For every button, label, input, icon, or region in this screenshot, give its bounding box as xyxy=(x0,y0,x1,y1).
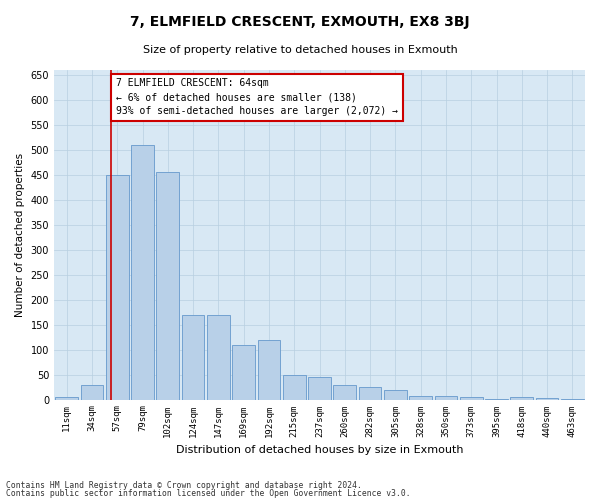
Bar xyxy=(511,397,533,400)
Bar xyxy=(409,396,432,400)
Bar xyxy=(257,340,280,400)
Bar xyxy=(207,314,230,400)
Bar xyxy=(485,398,508,400)
Bar xyxy=(232,344,255,400)
Text: Contains public sector information licensed under the Open Government Licence v3: Contains public sector information licen… xyxy=(6,489,410,498)
Bar xyxy=(182,314,205,400)
Text: 7, ELMFIELD CRESCENT, EXMOUTH, EX8 3BJ: 7, ELMFIELD CRESCENT, EXMOUTH, EX8 3BJ xyxy=(130,15,470,29)
Bar xyxy=(384,390,407,400)
Bar xyxy=(131,145,154,400)
Bar xyxy=(434,396,457,400)
Text: 7 ELMFIELD CRESCENT: 64sqm
← 6% of detached houses are smaller (138)
93% of semi: 7 ELMFIELD CRESCENT: 64sqm ← 6% of detac… xyxy=(116,78,398,116)
Bar xyxy=(80,384,103,400)
Bar xyxy=(106,175,128,400)
Text: Contains HM Land Registry data © Crown copyright and database right 2024.: Contains HM Land Registry data © Crown c… xyxy=(6,480,362,490)
Bar xyxy=(359,387,382,400)
X-axis label: Distribution of detached houses by size in Exmouth: Distribution of detached houses by size … xyxy=(176,445,463,455)
Bar xyxy=(536,398,559,400)
Bar xyxy=(157,172,179,400)
Bar xyxy=(55,397,78,400)
Bar xyxy=(283,374,305,400)
Text: Size of property relative to detached houses in Exmouth: Size of property relative to detached ho… xyxy=(143,45,457,55)
Bar xyxy=(561,398,584,400)
Bar xyxy=(308,377,331,400)
Bar xyxy=(460,397,482,400)
Y-axis label: Number of detached properties: Number of detached properties xyxy=(15,152,25,317)
Bar xyxy=(334,384,356,400)
